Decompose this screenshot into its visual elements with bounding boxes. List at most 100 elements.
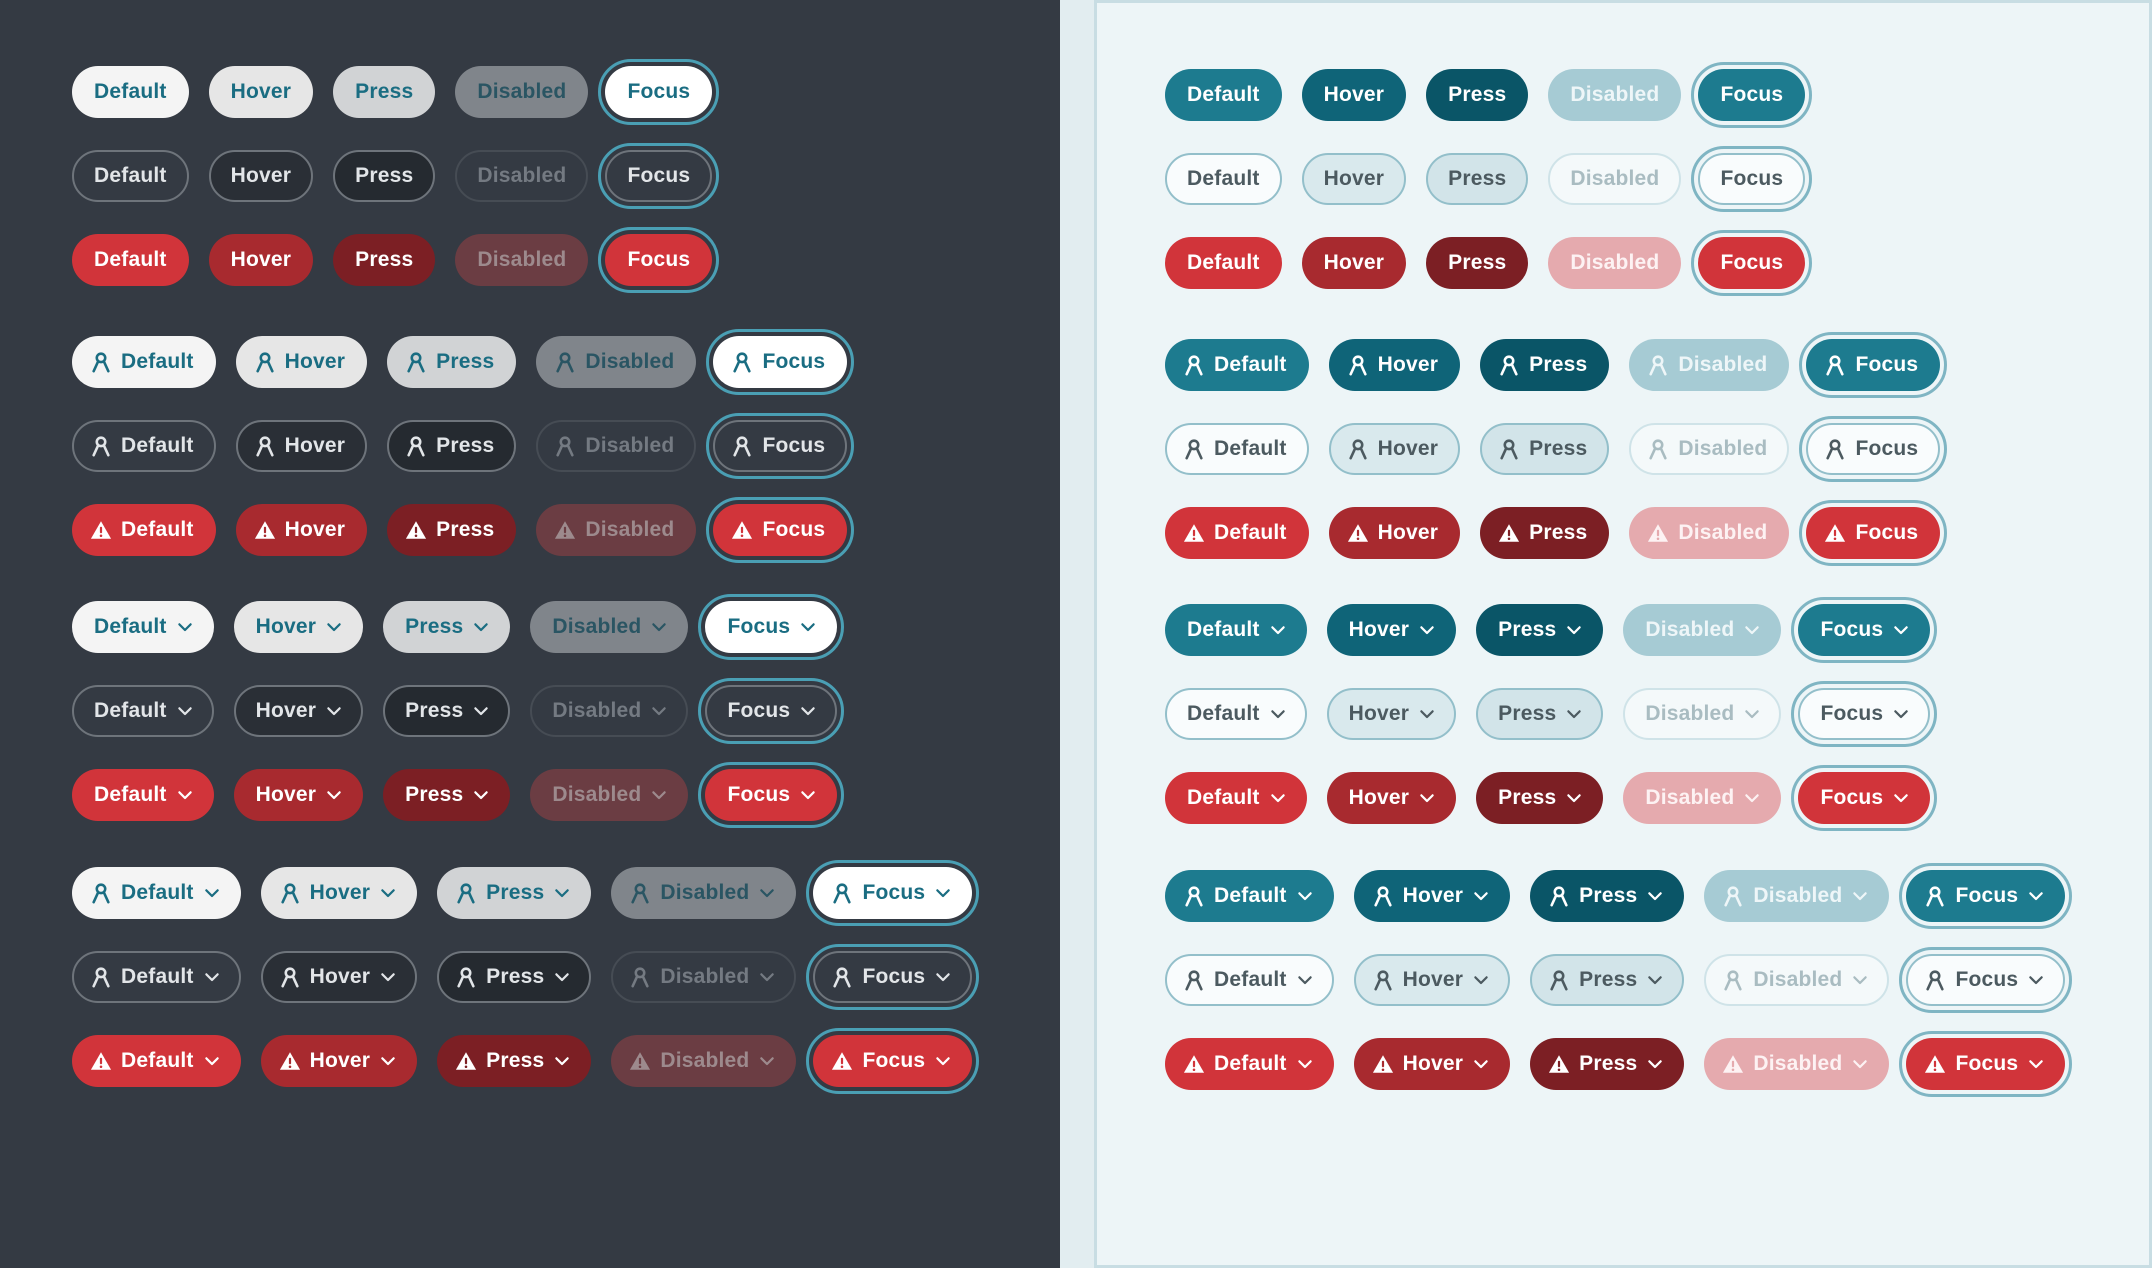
teal-hover-button[interactable]: Hover: [1328, 339, 1461, 391]
out-focus-button[interactable]: Focus: [705, 685, 838, 737]
out-hover-button[interactable]: Hover: [208, 150, 314, 202]
out-default-button[interactable]: Default: [1165, 688, 1307, 740]
out-focus-button[interactable]: Focus: [1906, 954, 2066, 1006]
white-press-button[interactable]: Press: [437, 867, 592, 919]
white-default-button[interactable]: Default: [72, 867, 241, 919]
red-hover-button[interactable]: Hover: [233, 769, 364, 821]
out-default-button[interactable]: Default: [1165, 153, 1282, 205]
out-press-button[interactable]: Press: [437, 951, 592, 1003]
teal-focus-button[interactable]: Focus: [1906, 870, 2066, 922]
teal-default-button[interactable]: Default: [1165, 604, 1307, 656]
white-hover-button[interactable]: Hover: [260, 867, 418, 919]
red-focus-button[interactable]: Focus: [1798, 772, 1931, 824]
out-hover-button[interactable]: Hover: [233, 685, 364, 737]
out-press-button[interactable]: Press: [387, 420, 517, 472]
white-hover-button[interactable]: Hover: [235, 336, 368, 388]
white-default-button[interactable]: Default: [72, 66, 189, 118]
white-press-button[interactable]: Press: [333, 66, 436, 118]
red-default-button[interactable]: Default: [72, 504, 216, 556]
red-press-button[interactable]: Press: [1530, 1038, 1685, 1090]
red-focus-button[interactable]: Focus: [1806, 507, 1941, 559]
white-hover-button[interactable]: Hover: [208, 66, 314, 118]
out-hover-button[interactable]: Hover: [260, 951, 418, 1003]
out-focus-button[interactable]: Focus: [1798, 688, 1931, 740]
red-hover-button[interactable]: Hover: [1353, 1038, 1511, 1090]
teal-press-button[interactable]: Press: [1480, 339, 1610, 391]
red-focus-button[interactable]: Focus: [713, 504, 848, 556]
out-focus-button[interactable]: Focus: [813, 951, 973, 1003]
out-press-button[interactable]: Press: [1530, 954, 1685, 1006]
white-default-button[interactable]: Default: [72, 336, 216, 388]
out-default-button[interactable]: Default: [72, 951, 241, 1003]
white-focus-button[interactable]: Focus: [705, 601, 838, 653]
red-press-button[interactable]: Press: [437, 1035, 592, 1087]
white-focus-button[interactable]: Focus: [813, 867, 973, 919]
white-press-button[interactable]: Press: [383, 601, 511, 653]
out-press-button[interactable]: Press: [1426, 153, 1529, 205]
red-hover-button[interactable]: Hover: [260, 1035, 418, 1087]
red-default-button[interactable]: Default: [72, 234, 189, 286]
red-default-button[interactable]: Default: [72, 1035, 241, 1087]
teal-press-button[interactable]: Press: [1426, 69, 1529, 121]
red-press-button[interactable]: Press: [1480, 507, 1610, 559]
out-hover-button[interactable]: Hover: [1353, 954, 1511, 1006]
teal-hover-button[interactable]: Hover: [1301, 69, 1407, 121]
out-focus-button[interactable]: Focus: [605, 150, 713, 202]
red-default-button[interactable]: Default: [1165, 772, 1307, 824]
red-focus-button[interactable]: Focus: [605, 234, 713, 286]
teal-press-button[interactable]: Press: [1476, 604, 1604, 656]
out-press-button[interactable]: Press: [383, 685, 511, 737]
out-default-button[interactable]: Default: [72, 420, 216, 472]
red-press-button[interactable]: Press: [383, 769, 511, 821]
white-focus-button[interactable]: Focus: [713, 336, 848, 388]
out-default-button[interactable]: Default: [72, 685, 214, 737]
white-default-button[interactable]: Default: [72, 601, 214, 653]
red-press-button[interactable]: Press: [387, 504, 517, 556]
white-hover-button[interactable]: Hover: [233, 601, 364, 653]
red-press-button[interactable]: Press: [1426, 237, 1529, 289]
red-default-button[interactable]: Default: [72, 769, 214, 821]
red-default-button[interactable]: Default: [1165, 507, 1309, 559]
button-group-icon-chevron: Default Hover Press Disabled Focus Default Hov…: [1165, 854, 2092, 1106]
teal-default-button[interactable]: Default: [1165, 870, 1334, 922]
red-focus-button[interactable]: Focus: [705, 769, 838, 821]
teal-press-button[interactable]: Press: [1530, 870, 1685, 922]
button-wrapper: Focus: [1899, 1031, 2073, 1097]
teal-default-button[interactable]: Default: [1165, 339, 1309, 391]
out-hover-button[interactable]: Hover: [1301, 153, 1407, 205]
red-hover-button[interactable]: Hover: [1328, 507, 1461, 559]
out-default-button[interactable]: Default: [72, 150, 189, 202]
teal-hover-button[interactable]: Hover: [1353, 870, 1511, 922]
red-default-button[interactable]: Default: [1165, 237, 1282, 289]
red-default-button[interactable]: Default: [1165, 1038, 1334, 1090]
red-hover-button[interactable]: Hover: [1326, 772, 1457, 824]
out-focus-button[interactable]: Focus: [1698, 153, 1806, 205]
out-default-button[interactable]: Default: [1165, 954, 1334, 1006]
teal-focus-button[interactable]: Focus: [1806, 339, 1941, 391]
teal-default-button[interactable]: Default: [1165, 69, 1282, 121]
red-focus-button[interactable]: Focus: [813, 1035, 973, 1087]
red-press-button[interactable]: Press: [1476, 772, 1604, 824]
teal-hover-button[interactable]: Hover: [1326, 604, 1457, 656]
out-default-button[interactable]: Default: [1165, 423, 1309, 475]
red-hover-button[interactable]: Hover: [235, 504, 368, 556]
out-hover-button[interactable]: Hover: [235, 420, 368, 472]
red-hover-button[interactable]: Hover: [208, 234, 314, 286]
out-press-button[interactable]: Press: [1476, 688, 1604, 740]
out-hover-button[interactable]: Hover: [1326, 688, 1457, 740]
out-press-button[interactable]: Press: [1480, 423, 1610, 475]
teal-focus-button[interactable]: Focus: [1698, 69, 1806, 121]
red-focus-button[interactable]: Focus: [1698, 237, 1806, 289]
button-label: Hover: [309, 1049, 371, 1072]
red-press-button[interactable]: Press: [333, 234, 436, 286]
out-focus-button[interactable]: Focus: [1806, 423, 1941, 475]
out-press-button[interactable]: Press: [333, 150, 436, 202]
button-label: Default: [94, 615, 167, 638]
white-focus-button[interactable]: Focus: [605, 66, 713, 118]
red-focus-button[interactable]: Focus: [1906, 1038, 2066, 1090]
teal-focus-button[interactable]: Focus: [1798, 604, 1931, 656]
out-focus-button[interactable]: Focus: [713, 420, 848, 472]
red-hover-button[interactable]: Hover: [1301, 237, 1407, 289]
out-hover-button[interactable]: Hover: [1328, 423, 1461, 475]
white-press-button[interactable]: Press: [387, 336, 517, 388]
